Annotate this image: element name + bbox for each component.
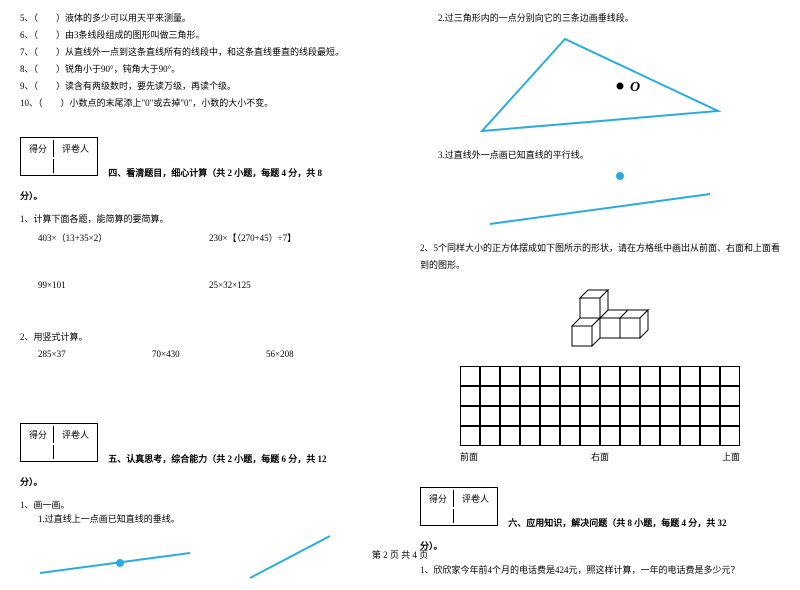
view-labels: 前面 右面 上面 [460, 450, 740, 463]
section4-title: 四、看清题目，细心计算（共 2 小题，每题 4 分，共 8 [108, 168, 322, 178]
section4-close: 分）。 [20, 189, 380, 202]
q2-label: 2、用竖式计算。 [20, 330, 380, 343]
calc-expr: 70×430 [152, 349, 266, 359]
section5-title: 五、认真思考，综合能力（共 2 小题，每题 6 分，共 12 [108, 454, 326, 464]
tf-item: 5、（ ）液体的多少可以用天平来测量。 [20, 10, 380, 27]
view-top: 上面 [722, 450, 740, 463]
score-label: 得分 [23, 140, 54, 157]
score-label: 得分 [423, 490, 454, 507]
tf-list: 5、（ ）液体的多少可以用天平来测量。 6、（ ）由3条线段组成的图形叫做三角形… [20, 10, 380, 113]
score-label: 得分 [23, 426, 54, 443]
triangle-figure: O [470, 31, 730, 141]
tf-item: 10、（ ）小数点的末尾添上"0"或去掉"0"，小数的大小不变。 [20, 95, 380, 112]
answer-grid [460, 366, 740, 446]
score-box: 得分 评卷人 [20, 137, 98, 176]
q5-1: 1、画一画。 [20, 498, 380, 511]
parallel-figure [470, 164, 730, 234]
grader-label: 评卷人 [56, 140, 95, 157]
calc-expr: 403×（13+35×2） [38, 231, 209, 244]
point-o-label: O [630, 80, 640, 95]
q5-1b: 2.过三角形内的一点分别向它的三条边画垂线段。 [420, 10, 780, 27]
calc-expr: 230×【（270+45）÷7】 [209, 231, 380, 244]
q5-1c: 3.过直线外一点画已知直线的平行线。 [420, 147, 780, 164]
calc-expr: 56×208 [266, 349, 380, 359]
calc-expr: 285×37 [38, 349, 152, 359]
calc-expr: 99×101 [38, 280, 209, 290]
tf-item: 6、（ ）由3条线段组成的图形叫做三角形。 [20, 27, 380, 44]
section6-header: 得分 评卷人 六、应用知识，解决问题（共 8 小题，每题 4 分，共 32 [420, 475, 780, 529]
section4-header: 得分 评卷人 四、看清题目，细心计算（共 2 小题，每题 4 分，共 8 [20, 125, 380, 179]
section5-header: 得分 评卷人 五、认真思考，综合能力（共 2 小题，每题 6 分，共 12 [20, 411, 380, 465]
q5-1a: 1.过直线上一点画已知直线的垂线。 [20, 511, 380, 528]
view-right: 右面 [591, 450, 609, 463]
calc-expr: 25×32×125 [209, 280, 380, 290]
score-box: 得分 评卷人 [420, 487, 498, 526]
section5-close: 分）。 [20, 475, 380, 488]
view-front: 前面 [460, 450, 478, 463]
page-footer: 第 2 页 共 4 页 [0, 548, 800, 561]
tf-item: 7、（ ）从直线外一点到这条直线所有的线段中，和这条直线垂直的线段最短。 [20, 44, 380, 61]
tf-item: 8、（ ）锐角小于90°，钝角大于90°。 [20, 61, 380, 78]
grader-label: 评卷人 [456, 490, 495, 507]
cubes-figure [540, 278, 660, 358]
grader-label: 评卷人 [56, 426, 95, 443]
score-box: 得分 评卷人 [20, 423, 98, 462]
tf-item: 9、（ ）读含有两级数时，要先读万级，再读个级。 [20, 78, 380, 95]
q5-2: 2、5个同样大小的正方体摆成如下图所示的形状，请在方格纸中画出从前面、右面和上面… [420, 240, 780, 274]
q1-label: 1、计算下面各题，能简算的要简算。 [20, 212, 380, 225]
section6-title: 六、应用知识，解决问题（共 8 小题，每题 4 分，共 32 [508, 518, 726, 528]
